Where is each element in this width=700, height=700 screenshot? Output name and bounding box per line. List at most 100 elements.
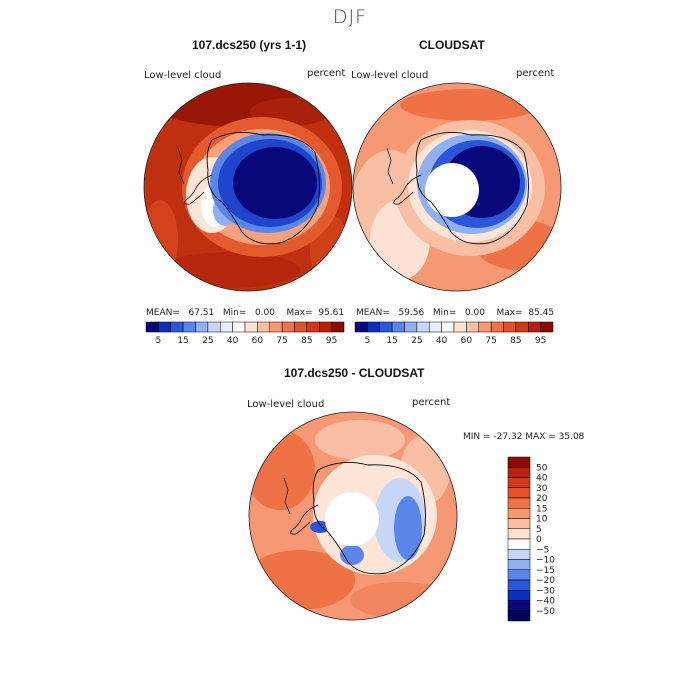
panel1-variable: Low-level cloud (144, 70, 222, 81)
colorbar-cloudsat-tick-label: 40 (436, 336, 448, 346)
colorbar-model-swatch (232, 321, 246, 333)
colorbar-difference-tick-label: −10 (536, 556, 555, 566)
colorbar-model-tick-label: 15 (177, 336, 188, 346)
panel1-max-label: Max= (286, 308, 313, 318)
colorbar-difference-swatch (507, 610, 531, 622)
colorbar-model-tick-label: 85 (301, 336, 312, 346)
colorbar-difference-swatch (507, 600, 531, 611)
panel1-mean-label: MEAN= (146, 308, 180, 318)
colorbar-model-swatch (319, 321, 332, 333)
colorbar-cloudsat-swatch (515, 321, 529, 333)
colorbar-difference-swatch (507, 487, 531, 499)
colorbar-cloudsat-tick-label: 15 (386, 336, 397, 346)
colorbar-difference-tick-label: 50 (536, 463, 548, 473)
colorbar-model-tick-label: 40 (227, 336, 239, 346)
colorbar-model-swatch (257, 321, 270, 333)
panel2-min-label: Min= (432, 308, 457, 318)
colorbar-model-swatch (281, 321, 295, 333)
colorbar-model-swatch (306, 321, 320, 333)
figure-title: DJF (332, 6, 368, 28)
colorbar-difference-tick-label: −30 (536, 586, 555, 596)
colorbar-cloudsat-swatch (354, 321, 368, 333)
colorbar-model-swatch (220, 321, 233, 333)
colorbar-model-tick-label: 60 (252, 336, 264, 346)
colorbar-model-swatch (158, 321, 171, 333)
colorbar-cloudsat-tick-label: 60 (461, 336, 473, 346)
colorbar-cloudsat-swatch (367, 321, 380, 333)
colorbar-cloudsat-swatch (404, 321, 418, 333)
panel3-units: percent (412, 397, 451, 408)
panel2-stats: MEAN= 59.56 Min= 0.00 Max= 85.45 (356, 308, 554, 318)
panel1-title: 107.dcs250 (yrs 1-1) (192, 38, 307, 52)
colorbar-model-swatch (195, 321, 209, 333)
colorbar-difference-swatch (507, 508, 531, 519)
colorbar-difference-tick-label: 30 (536, 484, 548, 494)
colorbar-cloudsat-swatch (466, 321, 479, 333)
colorbar-cloudsat-swatch (379, 321, 393, 333)
colorbar-difference-tick-label: 20 (536, 494, 548, 504)
colorbar-difference-swatch (507, 456, 531, 468)
panel1-mean: 67.51 (188, 308, 215, 318)
colorbar-difference-swatch (507, 467, 531, 478)
panel2-title: CLOUDSAT (419, 38, 485, 52)
colorbar-difference-tick-label: 0 (536, 535, 542, 545)
colorbar-cloudsat-swatch (453, 321, 467, 333)
colorbar-cloudsat-swatch (503, 321, 517, 333)
panel2-max: 85.45 (528, 308, 555, 318)
colorbar-model-swatch (145, 321, 159, 333)
colorbar-model-swatch (170, 321, 184, 333)
colorbar-cloudsat-swatch (490, 321, 504, 333)
colorbar-difference-swatch (507, 590, 531, 601)
colorbar-difference-tick-label: 40 (536, 474, 548, 484)
colorbar-difference-swatch (507, 549, 531, 560)
colorbar-model-tick-label: 25 (202, 336, 213, 346)
panel1-units: percent (307, 68, 346, 79)
colorbar-model-swatch (207, 321, 221, 333)
colorbar-cloudsat: 5 15 25 40 60 75 85 95 (354, 321, 554, 346)
map-cloudsat (353, 83, 561, 291)
colorbar-difference-swatch (507, 579, 531, 591)
colorbar-difference-tick-label: 5 (536, 525, 542, 535)
colorbar-cloudsat-tick-label: 5 (365, 336, 371, 346)
colorbar-model-tick-label: 75 (276, 336, 287, 346)
panel1-min-label: Min= (222, 308, 247, 318)
colorbar-model-swatch (269, 321, 283, 333)
panel1-stats: MEAN= 67.51 Min= 0.00 Max= 95.61 (146, 308, 344, 318)
colorbar-difference-swatch (507, 477, 531, 488)
colorbar-difference-tick-label: −50 (536, 607, 555, 617)
colorbar-difference-swatch (507, 538, 531, 550)
colorbar-cloudsat-swatch (391, 321, 405, 333)
panel3-variable: Low-level cloud (247, 399, 325, 410)
colorbar-cloudsat-swatch (441, 321, 455, 333)
panel2-variable: Low-level cloud (351, 70, 429, 81)
panel2-mean: 59.56 (398, 308, 425, 318)
colorbar-difference-tick-label: −15 (536, 566, 555, 576)
colorbar-model-swatch (244, 321, 258, 333)
colorbar-difference-tick-label: 10 (536, 515, 548, 525)
panel3-minmax: MIN = -27.32 MAX = 35.08 (463, 432, 585, 442)
map-difference (249, 412, 457, 620)
panel1-min: 0.00 (254, 308, 275, 318)
colorbar-difference-tick-label: −20 (536, 576, 555, 586)
colorbar-cloudsat-tick-label: 85 (510, 336, 521, 346)
colorbar-cloudsat-swatch (540, 321, 554, 333)
panel2-max-label: Max= (496, 308, 523, 318)
colorbar-cloudsat-tick-label: 95 (535, 336, 546, 346)
panel1-max: 95.61 (318, 308, 345, 318)
colorbar-cloudsat-swatch (528, 321, 541, 333)
colorbar-difference-tick-label: −40 (536, 597, 555, 607)
colorbar-cloudsat-swatch (416, 321, 430, 333)
colorbar-difference-tick-label: 15 (536, 504, 547, 514)
colorbar-cloudsat-swatch (429, 321, 442, 333)
colorbar-cloudsat-swatch (478, 321, 492, 333)
colorbar-model-tick-label: 5 (156, 336, 162, 346)
colorbar-model: 5 15 25 40 60 75 85 95 (145, 321, 345, 346)
colorbar-difference-swatch (507, 569, 531, 581)
panel2-mean-label: MEAN= (356, 308, 390, 318)
colorbar-difference-swatch (507, 518, 531, 529)
colorbar-difference-swatch (507, 559, 531, 570)
panel3-title: 107.dcs250 - CLOUDSAT (284, 366, 425, 380)
colorbar-model-tick-label: 95 (326, 336, 337, 346)
